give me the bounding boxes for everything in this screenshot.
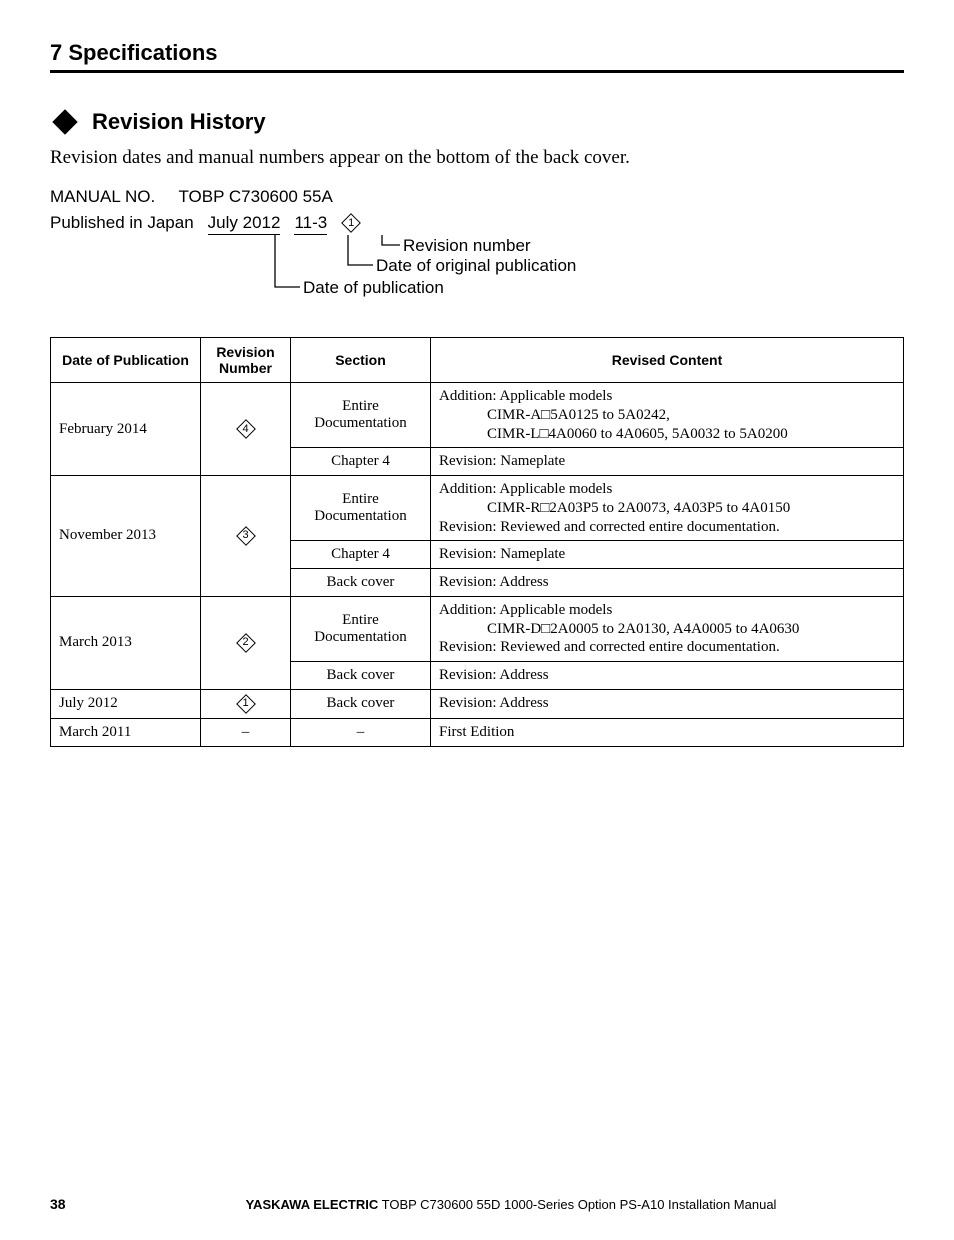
cell-content: Addition: Applicable modelsCIMR-R□2A03P5… <box>431 476 904 541</box>
cell-date: March 2011 <box>51 718 201 746</box>
intro-text: Revision dates and manual numbers appear… <box>50 147 904 169</box>
cell-section: Entire Documentation <box>291 596 431 661</box>
table-row: March 20132Entire DocumentationAddition:… <box>51 596 904 661</box>
cell-date: November 2013 <box>51 476 201 597</box>
manual-line-2: Published in Japan July 2012 11-3 1 <box>50 213 904 235</box>
publish-date: July 2012 <box>208 213 281 235</box>
callout-publication-date: Date of publication <box>303 278 444 298</box>
cell-date: July 2012 <box>51 689 201 718</box>
callout-original-date: Date of original publication <box>376 256 576 276</box>
cell-content: Revision: Address <box>431 662 904 690</box>
table-row: July 2012 1 Back coverRevision: Address <box>51 689 904 718</box>
footer-tail: TOBP C730600 55D 1000-Series Option PS-A… <box>378 1197 776 1212</box>
cell-date: March 2013 <box>51 596 201 689</box>
table-row: March 2011––First Edition <box>51 718 904 746</box>
cell-revision: 2 <box>201 596 291 689</box>
cell-section: Chapter 4 <box>291 448 431 476</box>
page-footer: 38 YASKAWA ELECTRIC TOBP C730600 55D 100… <box>50 1196 904 1212</box>
diamond-bullet-icon <box>52 109 77 134</box>
page-number: 38 <box>50 1196 66 1212</box>
cell-section: Entire Documentation <box>291 476 431 541</box>
manual-line-1: MANUAL NO. TOBP C730600 55A <box>50 187 904 207</box>
manual-number-block: MANUAL NO. TOBP C730600 55A Published in… <box>50 187 904 315</box>
manual-label: MANUAL NO. <box>50 187 155 206</box>
published-label: Published in Japan <box>50 213 194 233</box>
th-rev: Revision Number <box>201 338 291 383</box>
revision-diamond-number: 1 <box>348 218 354 229</box>
table-row: February 20144Entire DocumentationAdditi… <box>51 383 904 448</box>
cell-revision: – <box>201 718 291 746</box>
cell-content: Revision: Nameplate <box>431 448 904 476</box>
table-row: November 20133Entire DocumentationAdditi… <box>51 476 904 541</box>
cell-section: Back cover <box>291 689 431 718</box>
cell-content: Revision: Nameplate <box>431 541 904 569</box>
callout-diagram: Revision number Date of original publica… <box>50 235 904 315</box>
subsection-title: Revision History <box>92 109 266 135</box>
cell-content: First Edition <box>431 718 904 746</box>
cell-revision: 4 <box>201 383 291 476</box>
cell-revision: 1 <box>201 689 291 718</box>
cell-section: Back cover <box>291 569 431 597</box>
revision-diamond-icon: 4 <box>236 419 256 439</box>
revision-diamond-icon: 3 <box>236 526 256 546</box>
cell-section: – <box>291 718 431 746</box>
revision-diamond-icon: 1 <box>236 694 256 714</box>
table-header-row: Date of Publication Revision Number Sect… <box>51 338 904 383</box>
section-header-text: 7 Specifications <box>50 40 218 65</box>
cell-content: Revision: Address <box>431 569 904 597</box>
cell-section: Entire Documentation <box>291 383 431 448</box>
callout-revision-number: Revision number <box>403 236 531 256</box>
cell-content: Revision: Address <box>431 689 904 718</box>
revision-diamond-icon: 1 <box>341 213 361 233</box>
cell-revision: 3 <box>201 476 291 597</box>
footer-text: YASKAWA ELECTRIC TOBP C730600 55D 1000-S… <box>246 1197 777 1212</box>
revision-history-table: Date of Publication Revision Number Sect… <box>50 337 904 747</box>
section-header: 7 Specifications <box>50 40 904 73</box>
th-section: Section <box>291 338 431 383</box>
footer-brand: YASKAWA ELECTRIC <box>246 1197 379 1212</box>
publish-code: 11-3 <box>294 213 327 235</box>
cell-section: Chapter 4 <box>291 541 431 569</box>
th-content: Revised Content <box>431 338 904 383</box>
cell-content: Addition: Applicable modelsCIMR-A□5A0125… <box>431 383 904 448</box>
manual-number: TOBP C730600 55A <box>178 187 332 206</box>
subsection-row: Revision History <box>50 109 904 135</box>
th-date: Date of Publication <box>51 338 201 383</box>
revision-diamond-icon: 2 <box>236 633 256 653</box>
cell-content: Addition: Applicable modelsCIMR-D□2A0005… <box>431 596 904 661</box>
cell-section: Back cover <box>291 662 431 690</box>
cell-date: February 2014 <box>51 383 201 476</box>
